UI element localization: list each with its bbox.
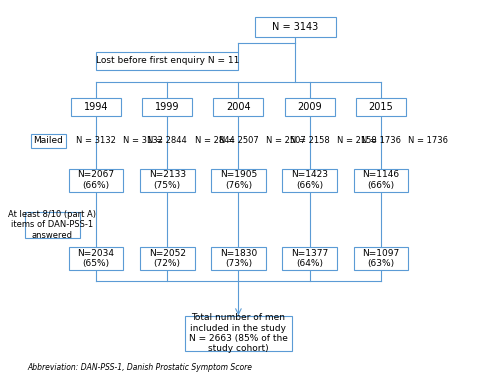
Text: N=2034
(65%): N=2034 (65%) — [78, 249, 114, 268]
FancyBboxPatch shape — [211, 247, 266, 270]
Text: N = 2844: N = 2844 — [148, 136, 187, 146]
Text: 2009: 2009 — [298, 102, 322, 112]
FancyBboxPatch shape — [140, 247, 194, 270]
Text: N = 1736: N = 1736 — [408, 136, 448, 146]
FancyBboxPatch shape — [140, 169, 194, 192]
Text: N = 3132: N = 3132 — [124, 136, 163, 146]
Text: At least 8/10 (part A)
items of DAN-PSS-1
answered: At least 8/10 (part A) items of DAN-PSS-… — [8, 210, 96, 240]
Text: 2015: 2015 — [368, 102, 394, 112]
Text: N = 3132: N = 3132 — [76, 136, 116, 146]
Text: Abbreviation: DAN-PSS-1, Danish Prostatic Symptom Score: Abbreviation: DAN-PSS-1, Danish Prostati… — [27, 363, 252, 372]
Text: N=1423
(66%): N=1423 (66%) — [291, 171, 328, 190]
Text: Total number of men
included in the study
N = 2663 (85% of the
study cohort): Total number of men included in the stud… — [189, 313, 288, 353]
FancyBboxPatch shape — [214, 99, 264, 116]
Text: N = 1736: N = 1736 — [361, 136, 401, 146]
Text: N=2067
(66%): N=2067 (66%) — [78, 171, 114, 190]
FancyBboxPatch shape — [354, 169, 408, 192]
Text: N=1097
(63%): N=1097 (63%) — [362, 249, 400, 268]
Text: N = 2158: N = 2158 — [290, 136, 330, 146]
FancyBboxPatch shape — [30, 134, 66, 148]
Text: N = 2507: N = 2507 — [218, 136, 258, 146]
Text: Mailed: Mailed — [34, 136, 64, 146]
Text: 1999: 1999 — [155, 102, 180, 112]
FancyBboxPatch shape — [25, 211, 80, 238]
Text: N = 3143: N = 3143 — [272, 22, 318, 32]
Text: N = 2844: N = 2844 — [194, 136, 234, 146]
Text: 1994: 1994 — [84, 102, 108, 112]
FancyBboxPatch shape — [356, 99, 406, 116]
Text: N = 2507: N = 2507 — [266, 136, 306, 146]
Text: N=1377
(64%): N=1377 (64%) — [291, 249, 329, 268]
Text: N=1830
(73%): N=1830 (73%) — [220, 249, 257, 268]
FancyBboxPatch shape — [71, 99, 121, 116]
FancyBboxPatch shape — [185, 316, 292, 351]
Text: N=2052
(72%): N=2052 (72%) — [148, 249, 186, 268]
Text: N=1905
(76%): N=1905 (76%) — [220, 171, 257, 190]
FancyBboxPatch shape — [142, 99, 192, 116]
FancyBboxPatch shape — [68, 169, 124, 192]
Text: N = 2158: N = 2158 — [337, 136, 376, 146]
FancyBboxPatch shape — [96, 52, 238, 70]
Text: N=1146
(66%): N=1146 (66%) — [362, 171, 400, 190]
FancyBboxPatch shape — [282, 169, 337, 192]
Text: N=2133
(75%): N=2133 (75%) — [148, 171, 186, 190]
FancyBboxPatch shape — [211, 169, 266, 192]
FancyBboxPatch shape — [282, 247, 337, 270]
Text: 2004: 2004 — [226, 102, 250, 112]
FancyBboxPatch shape — [68, 247, 124, 270]
FancyBboxPatch shape — [255, 17, 336, 37]
FancyBboxPatch shape — [284, 99, 335, 116]
FancyBboxPatch shape — [354, 247, 408, 270]
Text: Lost before first enquiry N = 11: Lost before first enquiry N = 11 — [96, 56, 239, 65]
